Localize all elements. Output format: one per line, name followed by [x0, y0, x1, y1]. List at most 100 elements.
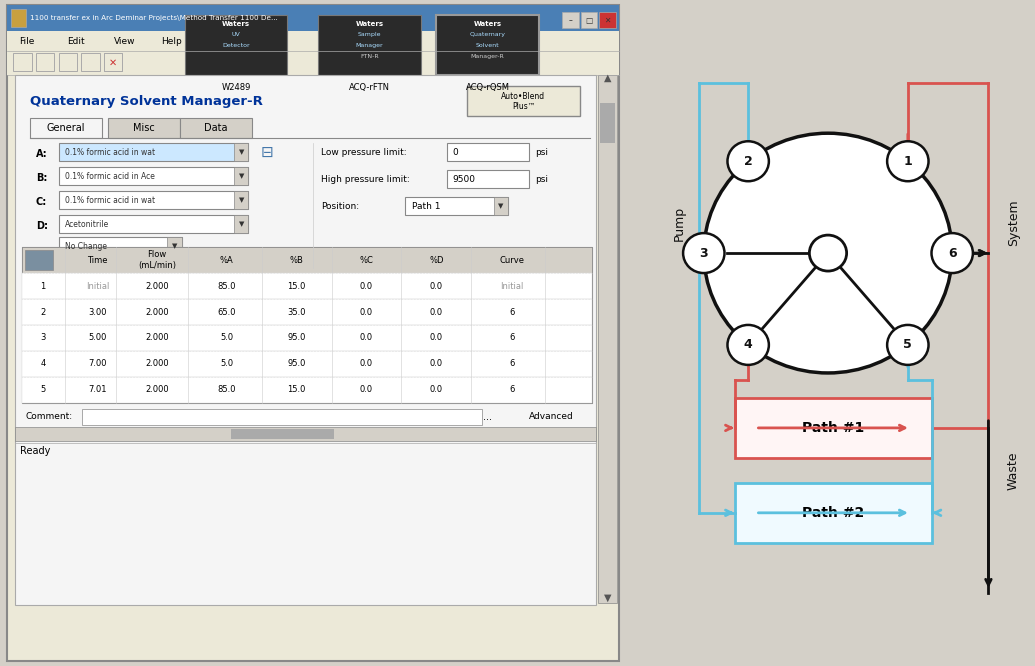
Text: □: □: [586, 16, 593, 25]
Text: Quaternary Solvent Manager-R: Quaternary Solvent Manager-R: [30, 95, 263, 108]
Text: 0.0: 0.0: [360, 334, 373, 342]
Bar: [437, 15, 539, 75]
Text: 2.000: 2.000: [145, 386, 169, 394]
Text: ▲: ▲: [603, 73, 612, 83]
Text: 0: 0: [452, 148, 459, 157]
Bar: [231, 429, 333, 439]
Text: Advanced: Advanced: [529, 412, 573, 422]
Text: D:: D:: [36, 221, 48, 231]
Text: 6: 6: [509, 334, 514, 342]
Bar: [598, 75, 617, 603]
Bar: [59, 167, 248, 185]
Text: Initial: Initial: [86, 282, 110, 290]
Bar: [22, 247, 592, 273]
Text: Path #1: Path #1: [802, 421, 864, 435]
Text: 2.000: 2.000: [145, 334, 169, 342]
Text: A:: A:: [36, 149, 48, 159]
Text: 85.0: 85.0: [217, 282, 236, 290]
Bar: [318, 15, 421, 75]
Text: 3: 3: [40, 334, 46, 342]
Bar: [59, 237, 182, 255]
Text: ACQ-rFTN: ACQ-rFTN: [349, 83, 390, 93]
Text: Waters: Waters: [355, 21, 384, 27]
Bar: [467, 86, 580, 116]
Text: %D: %D: [428, 256, 444, 264]
Bar: [735, 398, 932, 458]
Text: Waters: Waters: [473, 21, 502, 27]
Bar: [59, 215, 248, 233]
Text: 15.0: 15.0: [288, 386, 306, 394]
Bar: [446, 170, 529, 188]
Text: Position:: Position:: [321, 202, 359, 210]
Text: Quaternary: Quaternary: [470, 33, 505, 37]
Bar: [108, 119, 180, 139]
Bar: [59, 143, 248, 161]
Text: 5.0: 5.0: [220, 360, 234, 368]
Text: 0.0: 0.0: [360, 308, 373, 316]
Bar: [22, 273, 592, 299]
Bar: [36, 53, 55, 71]
Text: 4: 4: [744, 338, 752, 352]
Text: 4: 4: [40, 360, 46, 368]
Text: 6: 6: [948, 246, 956, 260]
Bar: [599, 13, 616, 29]
Text: ▼: ▼: [238, 149, 244, 155]
Bar: [16, 75, 596, 605]
Text: ...: ...: [483, 412, 492, 422]
Text: Low pressure limit:: Low pressure limit:: [321, 148, 407, 157]
Text: 1100 transfer ex in Arc Deminar Projects\Method Transfer 1100 De...: 1100 transfer ex in Arc Deminar Projects…: [30, 15, 277, 21]
Text: 0.0: 0.0: [430, 334, 443, 342]
Text: 0.0: 0.0: [360, 282, 373, 290]
Bar: [30, 119, 101, 139]
Text: Path 1: Path 1: [412, 202, 440, 210]
Bar: [59, 191, 248, 209]
Text: ▼: ▼: [238, 197, 244, 203]
Text: ✕: ✕: [604, 16, 611, 25]
Text: 2: 2: [744, 155, 752, 168]
Text: Ready: Ready: [20, 446, 50, 456]
Bar: [581, 13, 597, 29]
Text: 85.0: 85.0: [217, 386, 236, 394]
Text: Detector: Detector: [223, 43, 249, 49]
Text: 7.01: 7.01: [88, 386, 107, 394]
Text: 0.0: 0.0: [430, 282, 443, 290]
Bar: [600, 103, 615, 143]
Text: ACQ-rQSM: ACQ-rQSM: [466, 83, 509, 93]
Text: Manager-R: Manager-R: [471, 55, 504, 59]
Text: 2.000: 2.000: [145, 360, 169, 368]
Text: ▼: ▼: [238, 173, 244, 179]
Text: 0.0: 0.0: [430, 386, 443, 394]
Text: File: File: [20, 37, 35, 46]
Bar: [104, 53, 122, 71]
Text: Misc: Misc: [132, 123, 154, 133]
Bar: [13, 53, 32, 71]
Bar: [234, 191, 248, 209]
Text: Time: Time: [87, 256, 108, 264]
Text: 0.1% formic acid in wat: 0.1% formic acid in wat: [65, 148, 155, 157]
Text: 0.1% formic acid in wat: 0.1% formic acid in wat: [65, 196, 155, 204]
Text: System: System: [1007, 200, 1021, 246]
Bar: [180, 119, 252, 139]
Text: Initial: Initial: [501, 282, 524, 290]
Bar: [7, 51, 619, 75]
Bar: [7, 31, 619, 51]
Text: Manager: Manager: [356, 43, 383, 49]
Text: ▼: ▼: [172, 243, 177, 249]
Bar: [494, 197, 508, 215]
Text: ⊟: ⊟: [261, 145, 273, 160]
Bar: [446, 143, 529, 161]
Bar: [104, 53, 122, 71]
Bar: [16, 427, 596, 441]
Text: 15.0: 15.0: [288, 282, 306, 290]
Text: Acetonitrile: Acetonitrile: [65, 220, 109, 228]
Text: Sample: Sample: [358, 33, 381, 37]
Text: 2.000: 2.000: [145, 308, 169, 316]
Text: High pressure limit:: High pressure limit:: [321, 174, 410, 184]
Bar: [22, 299, 592, 325]
Text: 1: 1: [904, 155, 912, 168]
Text: %C: %C: [359, 256, 374, 264]
Text: 0.0: 0.0: [360, 360, 373, 368]
Bar: [22, 325, 592, 351]
Circle shape: [932, 233, 973, 273]
Bar: [234, 215, 248, 233]
